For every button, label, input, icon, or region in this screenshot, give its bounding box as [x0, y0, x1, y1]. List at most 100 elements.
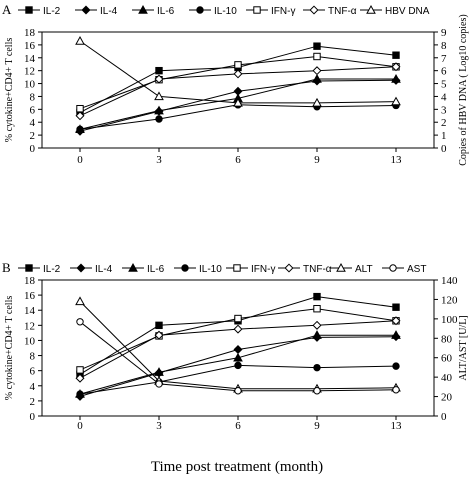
legend-marker — [309, 5, 319, 15]
data-point-il-10 — [392, 362, 400, 370]
series-tnf-alpha — [75, 62, 401, 121]
legend-label: ALT — [355, 264, 373, 275]
data-point-hbv-dna — [75, 35, 85, 45]
legend-marker — [233, 264, 241, 272]
y-tick-label: 10 — [24, 79, 36, 91]
data-point-ifn-gamma — [234, 314, 242, 323]
legend-item-il-4: IL-4 — [70, 263, 113, 275]
legend-item-tnf-alpha: TNF-α — [303, 5, 357, 17]
legend-label: IFN-γ — [251, 264, 275, 275]
legend-marker — [336, 262, 346, 272]
legend-item-il-6: IL-6 — [132, 4, 175, 17]
panel-label: B — [2, 260, 11, 275]
legend-marker — [25, 6, 33, 14]
legend-marker — [128, 262, 138, 272]
legend-label: IL-10 — [214, 6, 237, 17]
data-point-il-10 — [155, 115, 163, 123]
data-point-hbv-dna — [154, 91, 164, 101]
y-axis-label: % cytokine+CD4+ T cells — [4, 38, 15, 143]
legend-marker — [181, 264, 189, 272]
data-point-tnf-alpha — [75, 373, 85, 383]
data-point-il-10 — [313, 363, 321, 372]
legend-label: IL-4 — [95, 264, 113, 275]
x-tick-label: 9 — [314, 420, 320, 432]
data-point-il-2 — [313, 292, 321, 301]
data-point-il-6 — [391, 74, 401, 83]
x-tick-label: 6 — [235, 154, 241, 166]
y2-tick-label: 7 — [441, 53, 447, 65]
series-ast — [76, 318, 400, 395]
data-point-ifn-gamma — [313, 52, 321, 61]
data-point-tnf-alpha — [233, 324, 243, 334]
y-axis-label: % cytokine+CD4+ T cells — [4, 296, 15, 401]
data-point-il-2 — [392, 51, 400, 59]
data-point-tnf-alpha — [312, 320, 322, 330]
y-tick-label: 0 — [30, 143, 36, 155]
y2-tick-label: 0 — [441, 143, 447, 155]
data-point-tnf-alpha — [154, 74, 164, 84]
series-hbv-dna — [75, 35, 401, 107]
data-point-tnf-alpha — [233, 69, 243, 79]
data-point-ifn-gamma — [76, 104, 84, 113]
legend-item-tnf-alpha: TNF-α — [278, 263, 332, 275]
data-point-il-6 — [312, 74, 322, 83]
x-tick-label: 6 — [235, 420, 241, 432]
y2-tick-label: 9 — [441, 27, 447, 39]
y2-tick-label: 2 — [441, 117, 447, 129]
legend-item-il-2: IL-2 — [18, 6, 61, 17]
x-tick-label: 3 — [156, 420, 162, 432]
legend-marker — [253, 6, 261, 14]
y-tick-label: 8 — [30, 91, 36, 103]
y2-tick-label: 20 — [441, 392, 453, 404]
data-point-hbv-dna — [233, 97, 243, 107]
data-point-il-6 — [154, 105, 164, 115]
data-point-tnf-alpha — [154, 330, 164, 340]
x-tick-label: 13 — [391, 154, 403, 166]
data-point-tnf-alpha — [391, 316, 401, 326]
legend-label: TNF-α — [328, 6, 357, 17]
legend-item-il-6: IL-6 — [122, 262, 165, 275]
data-point-il-2 — [155, 66, 163, 75]
data-point-hbv-dna — [391, 96, 401, 106]
legend-item-ast: AST — [382, 264, 426, 275]
y-tick-label: 2 — [30, 396, 36, 408]
legend-label: IL-6 — [157, 6, 175, 17]
x-tick-label: 3 — [156, 154, 162, 166]
legend-item-ifn-gamma: IFN-γ — [226, 264, 275, 275]
y2-tick-label: 120 — [441, 294, 458, 306]
legend-item-ifn-gamma: IFN-γ — [246, 6, 295, 17]
data-point-il-6 — [312, 330, 322, 339]
data-point-il-6 — [391, 330, 401, 339]
y2-axis-label: Copies of HBV DNA ( Log10 copies) — [458, 14, 469, 165]
legend-marker — [366, 4, 376, 14]
data-point-tnf-alpha — [75, 111, 85, 121]
y2-axis-label: ALT/AST [U/L] — [458, 315, 469, 380]
legend-label: HBV DNA — [385, 6, 430, 17]
data-point-il-6 — [154, 367, 164, 376]
legend-label: IL-2 — [43, 6, 61, 17]
data-point-tnf-alpha — [312, 66, 322, 76]
data-point-il-10 — [76, 390, 84, 398]
legend-marker — [76, 263, 86, 273]
legend-marker — [196, 6, 204, 14]
y2-tick-label: 60 — [441, 353, 453, 365]
legend-item-il-10: IL-10 — [174, 264, 222, 275]
y2-tick-label: 8 — [441, 40, 447, 52]
legend: IL-2 IL-4 IL-6 IL-10 IFN-γ TNF-α ALT AST — [18, 262, 426, 275]
data-point-tnf-alpha — [391, 62, 401, 72]
data-point-ifn-gamma — [76, 366, 84, 374]
x-tick-label: 0 — [77, 420, 83, 432]
x-axis-title: Time post treatment (month) — [151, 459, 323, 475]
data-point-ast — [234, 387, 242, 395]
y2-tick-label: 4 — [441, 91, 447, 103]
y-tick-label: 14 — [24, 53, 36, 65]
y2-tick-label: 100 — [441, 314, 458, 326]
y-tick-label: 16 — [24, 290, 36, 302]
y2-tick-label: 80 — [441, 333, 453, 345]
legend: IL-2 IL-4 IL-6 IL-10 IFN-γ TNF-α HBV DNA — [18, 4, 430, 17]
y2-tick-label: 1 — [441, 130, 447, 142]
y-tick-label: 8 — [30, 351, 36, 363]
legend-label: AST — [407, 264, 426, 275]
